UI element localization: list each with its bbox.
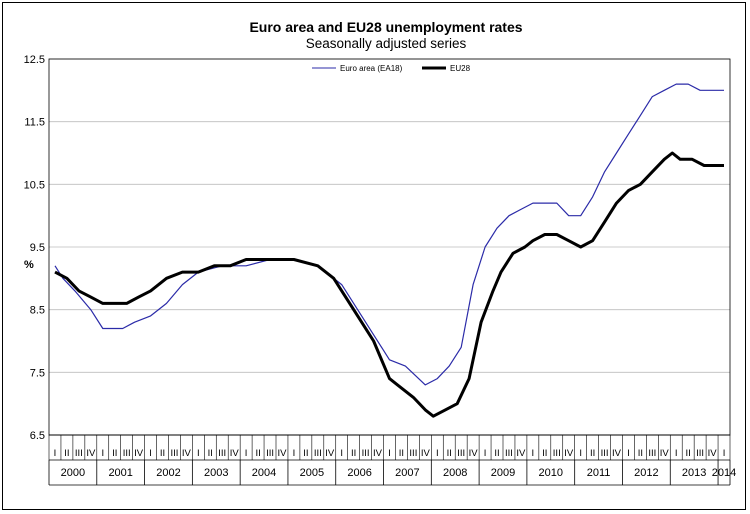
quarter-label: I xyxy=(101,448,104,459)
quarter-label: II xyxy=(494,448,499,459)
year-label: 2004 xyxy=(252,467,276,479)
y-tick-label: 12.5 xyxy=(24,54,45,66)
quarter-label: III xyxy=(314,448,322,459)
quarter-label: II xyxy=(255,448,260,459)
quarter-label: III xyxy=(123,448,131,459)
quarter-label: I xyxy=(484,448,487,459)
quarter-label: IV xyxy=(469,448,479,459)
quarter-label: I xyxy=(723,448,726,459)
series-line-eu28 xyxy=(54,151,724,418)
y-tick-label: 6.5 xyxy=(30,430,45,442)
quarter-label: IV xyxy=(86,448,96,459)
quarter-label: III xyxy=(648,448,656,459)
quarter-label: IV xyxy=(134,448,144,459)
series-lines xyxy=(54,83,724,418)
year-label: 2001 xyxy=(108,467,132,479)
year-label: 2000 xyxy=(61,467,85,479)
y-tick-label: 7.5 xyxy=(30,367,45,379)
year-label: 2002 xyxy=(156,467,180,479)
y-tick-label: 8.5 xyxy=(30,305,45,317)
quarter-label: II xyxy=(686,448,691,459)
legend-label-eu28: EU28 xyxy=(450,64,471,73)
year-label: 2010 xyxy=(539,467,563,479)
quarter-label: III xyxy=(266,448,274,459)
y-tick-label: 11.5 xyxy=(24,117,45,129)
series-line-euro-area xyxy=(54,83,724,386)
quarter-label: II xyxy=(399,448,404,459)
quarter-label: I xyxy=(627,448,630,459)
chart-title: Euro area and EU28 unemployment rates xyxy=(249,19,522,35)
gridlines xyxy=(48,58,731,436)
quarter-label: II xyxy=(351,448,356,459)
quarter-label: IV xyxy=(373,448,383,459)
y-axis-label: % xyxy=(24,259,34,271)
quarter-label: I xyxy=(245,448,248,459)
year-label: 2013 xyxy=(682,467,706,479)
quarter-label: III xyxy=(409,448,417,459)
quarter-label: II xyxy=(64,448,69,459)
quarter-label: II xyxy=(542,448,547,459)
quarter-label: II xyxy=(208,448,213,459)
quarter-label: III xyxy=(696,448,704,459)
quarter-label: III xyxy=(457,448,465,459)
quarter-label: I xyxy=(149,448,152,459)
quarter-label: I xyxy=(579,448,582,459)
quarter-label: IV xyxy=(708,448,718,459)
quarter-label: I xyxy=(436,448,439,459)
year-label: 2003 xyxy=(204,467,228,479)
year-label: 2009 xyxy=(491,467,515,479)
quarter-label: III xyxy=(553,448,561,459)
quarter-label: IV xyxy=(230,448,240,459)
quarter-label: III xyxy=(362,448,370,459)
quarter-label: IV xyxy=(516,448,526,459)
year-label: 2011 xyxy=(587,467,611,479)
y-axis-ticks: 12.5 11.5 10.5 9.5 8.5 7.5 6.5 xyxy=(24,54,45,442)
legend-label-euro-area: Euro area (EA18) xyxy=(340,64,403,73)
quarter-label: IV xyxy=(277,448,287,459)
quarter-label: I xyxy=(54,448,57,459)
year-label: 2012 xyxy=(634,467,658,479)
year-label: 2007 xyxy=(395,467,419,479)
quarter-label: III xyxy=(505,448,513,459)
legend: Euro area (EA18) EU28 xyxy=(312,64,471,73)
y-tick-label: 10.5 xyxy=(24,179,45,191)
quarter-label: IV xyxy=(421,448,431,459)
quarter-label: III xyxy=(170,448,178,459)
quarter-label: III xyxy=(75,448,83,459)
quarter-label: IV xyxy=(564,448,574,459)
quarter-label: I xyxy=(197,448,200,459)
y-tick-label: 9.5 xyxy=(30,242,45,254)
quarter-label: IV xyxy=(182,448,192,459)
year-label: 2005 xyxy=(300,467,324,479)
year-label: 2006 xyxy=(347,467,371,479)
year-label: 2008 xyxy=(443,467,467,479)
quarter-label: IV xyxy=(325,448,335,459)
quarter-label: III xyxy=(601,448,609,459)
quarter-label: I xyxy=(293,448,296,459)
x-axis: I II III IV I II III IV I II III IV I II III IV I II III IV… xyxy=(48,434,736,486)
quarter-label: II xyxy=(303,448,308,459)
quarter-label: III xyxy=(218,448,226,459)
quarter-label: IV xyxy=(660,448,670,459)
quarter-label: I xyxy=(675,448,678,459)
quarter-label: II xyxy=(447,448,452,459)
quarter-label: II xyxy=(638,448,643,459)
quarter-label: I xyxy=(388,448,391,459)
quarter-label: IV xyxy=(612,448,622,459)
year-label: 2014 xyxy=(712,467,736,479)
quarter-label: II xyxy=(112,448,117,459)
quarter-label: II xyxy=(160,448,165,459)
quarter-label: I xyxy=(340,448,343,459)
quarter-label: II xyxy=(590,448,595,459)
chart-subtitle: Seasonally adjusted series xyxy=(306,36,467,51)
quarter-label: I xyxy=(532,448,535,459)
